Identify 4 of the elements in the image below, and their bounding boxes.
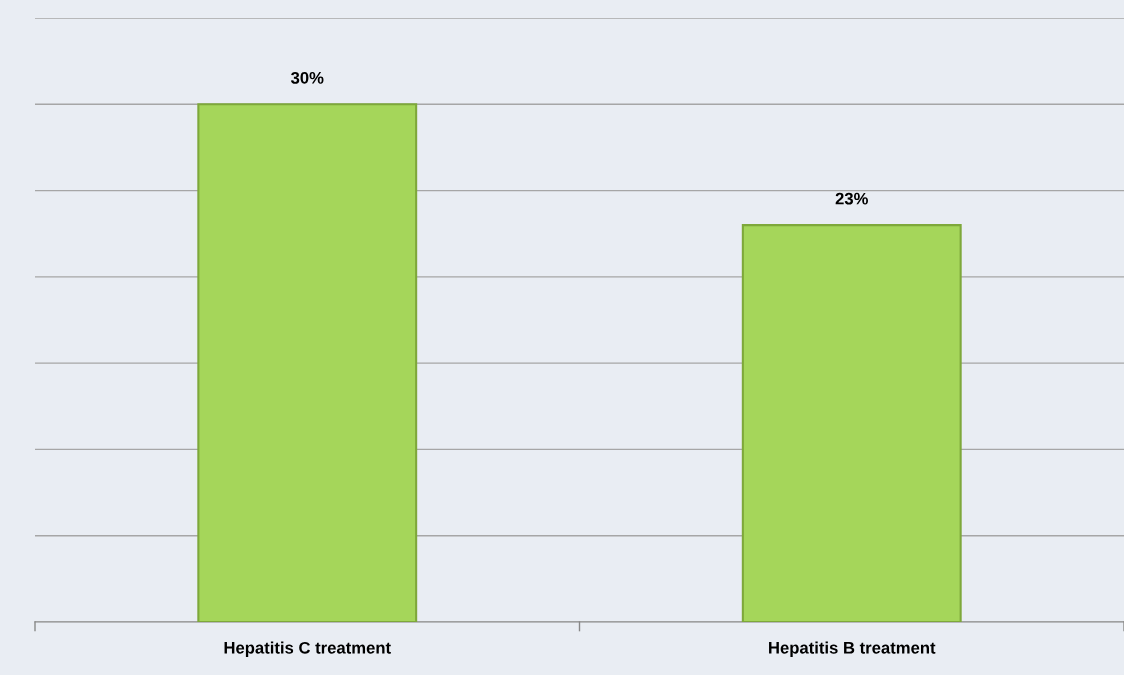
data-label: 23% — [835, 192, 868, 205]
data-label: 30% — [290, 71, 324, 84]
x-tick-label: Hepatitis B treatment — [769, 641, 936, 657]
x-tick-label: Hepatitis C treatment — [224, 641, 391, 657]
